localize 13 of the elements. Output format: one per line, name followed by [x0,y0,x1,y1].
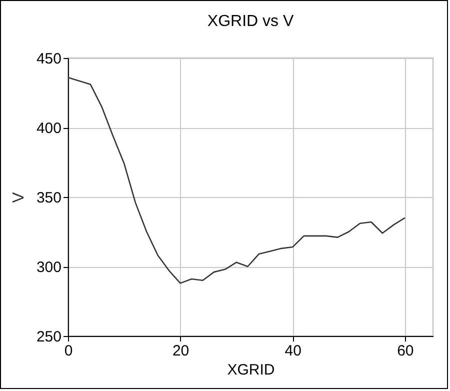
y-tick-label: 250 [36,328,62,346]
y-tick-label: 300 [36,259,62,276]
line-series [67,76,406,284]
y-tick-label: 350 [36,190,62,206]
x-axis-title: XGRID [227,362,275,378]
x-tick-label: 0 [64,342,73,360]
x-tick-label: 20 [172,342,190,360]
x-tick-label: 40 [284,342,302,360]
y-tick-label: 400 [36,120,62,137]
chart-title: XGRID vs V [207,13,294,30]
y-axis-title: V [10,192,28,203]
y-tick-label: 450 [36,50,62,68]
x-tick-label: 60 [397,342,414,360]
